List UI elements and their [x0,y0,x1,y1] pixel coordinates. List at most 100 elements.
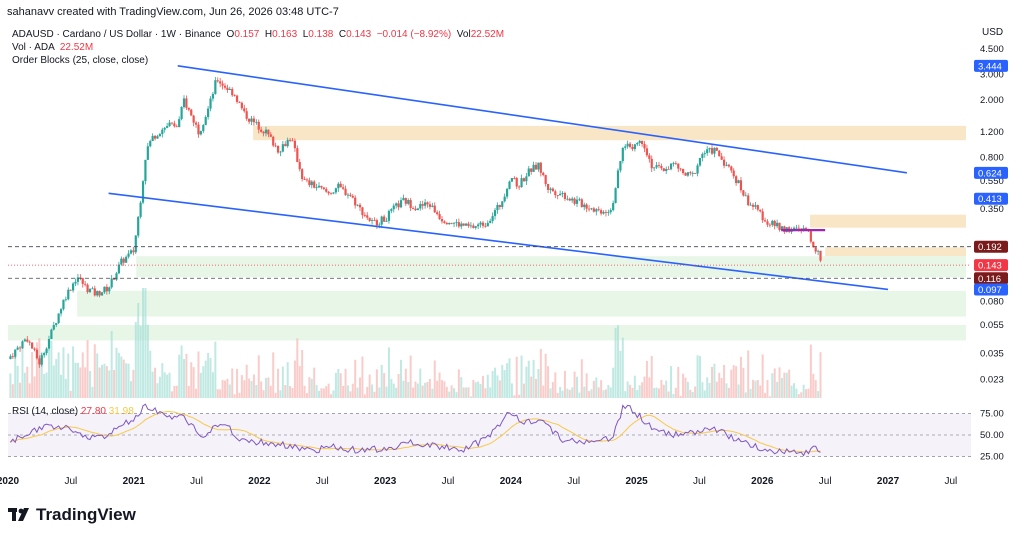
volume-bar [146,324,149,398]
candle-body [592,208,595,212]
volume-bar [783,372,786,398]
volume-bar [291,388,294,398]
candle-body [679,168,682,170]
candle-body [117,264,121,274]
candle-body [329,193,333,195]
x-tick-label: Jul [944,476,957,487]
x-tick-label: Jul [316,476,329,487]
candle-body [31,342,34,349]
volume-indicator-row[interactable]: Vol · ADA 22.52M [12,41,504,54]
volume-bar [105,366,108,398]
candle-body [534,164,538,170]
candle-body [703,153,706,155]
volume-bar [513,395,516,398]
candle-body [537,162,540,170]
volume-bar [698,356,701,398]
candle-body [554,191,557,196]
rsi-name: RSI (14, close) [12,406,79,417]
candle-body [137,216,140,236]
candle-body [469,225,473,227]
candle-body [21,341,24,349]
x-tick-label: 2023 [374,476,397,487]
candle-body [672,163,675,165]
volume-bar [356,387,359,398]
candle-body [366,215,369,218]
candle-body [472,225,475,228]
volume-bar [590,389,593,398]
tradingview-logo[interactable]: TradingView [8,505,136,525]
candle-body [573,198,576,204]
volume-bar [40,352,43,398]
volume-bar [494,367,497,398]
order-blocks-row[interactable]: Order Blocks (25, close, close) [12,54,504,67]
rsi-tick-label: 75.00 [980,409,1004,420]
candle-body [202,124,205,132]
x-tick-label: Jul [693,476,706,487]
volume-bar [510,383,513,398]
volume-bar [277,368,280,398]
volume-bar [402,380,405,398]
volume-bar [544,353,547,398]
candle-body [286,139,289,147]
rsi-legend[interactable]: RSI (14, close) 27.80 31.98 [12,406,134,417]
y-tick-label: 3.000 [980,69,1004,80]
candle-body [797,227,800,229]
volume-bar [498,380,501,398]
currency-label[interactable]: USD [982,27,1004,38]
candle-body [380,216,383,225]
candle-body [544,175,547,184]
time-axis: 2020 Jul 2021 Jul 2022 Jul 2023 Jul 2024 Jul 2025 J… [0,476,957,487]
price-chart[interactable]: 4.500 3.000 2.000 1.200 0.800 0.550 0.350 0.080… [0,0,1024,500]
candle-body [378,224,381,226]
candle-body [248,118,251,122]
volume-bar [55,359,58,398]
volume-bar [691,391,694,398]
candle-body [780,226,784,230]
ohlc-change: −0.014 (−8.92%) [376,29,452,40]
volume-bar [149,350,152,398]
candle-body [173,123,176,127]
volume-bars [9,288,822,398]
volume-bar [245,364,248,398]
candle-body [178,119,181,128]
candle-body [226,87,229,90]
candle-body [296,148,299,163]
candle-body [69,289,72,291]
volume-bar [132,369,135,398]
candle-body [129,250,133,254]
x-tick-label: Jul [567,476,580,487]
volume-bar [223,380,226,398]
volume-bar [301,350,304,398]
volume-bar [269,385,272,398]
candle-body [45,348,48,354]
y-tick-label: 0.023 [980,375,1004,386]
candle-body [315,187,318,189]
candle-body [414,208,417,211]
volume-bar [542,385,545,398]
axis-ticks: 4.500 3.000 2.000 1.200 0.800 0.550 0.350 0.080… [980,44,1004,386]
volume-bar [50,341,53,398]
volume-bar [168,372,171,398]
y-tick-label: 1.200 [980,127,1004,138]
volume-bar [76,362,79,398]
volume-bar [792,383,795,398]
candle-body [43,353,46,356]
candle-body [766,221,769,225]
candle-body [616,170,620,189]
candle-body [404,198,407,204]
candle-body [325,188,328,192]
candle-body [479,222,482,225]
candle-body [614,188,617,203]
candle-body [255,121,258,123]
volume-bar [431,388,434,398]
candle-body [436,212,439,215]
symbol-row[interactable]: ADAUSD · Cardano / US Dollar · 1W · Bina… [12,28,504,41]
volume-bar [127,363,130,398]
candle-body [385,220,388,222]
candle-body [175,126,178,128]
candle-body [74,281,77,284]
candle-body [561,192,564,194]
candle-body [98,291,101,296]
candle-body [354,197,357,206]
volume-bar [185,353,188,398]
